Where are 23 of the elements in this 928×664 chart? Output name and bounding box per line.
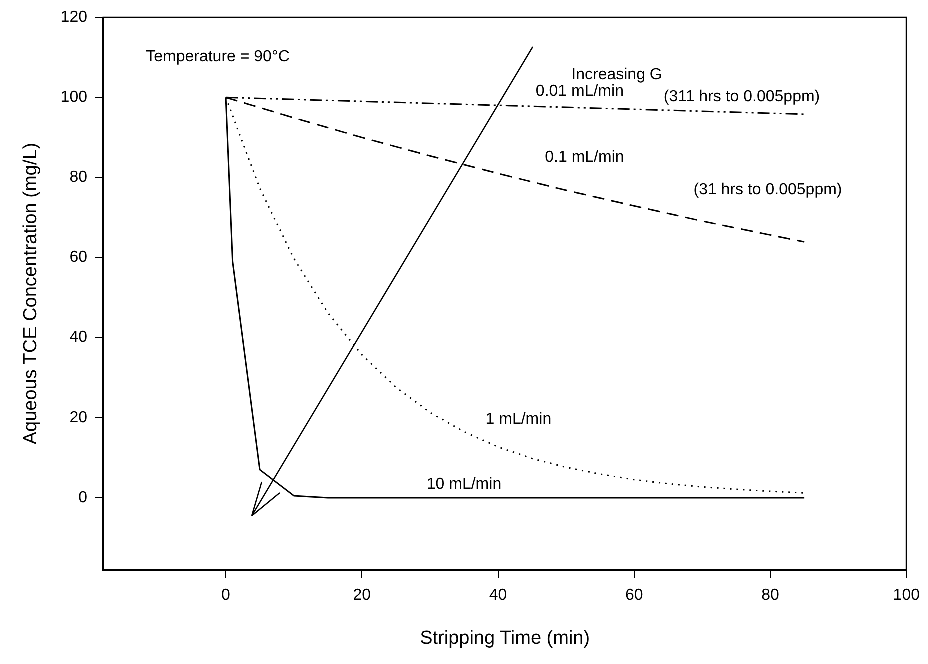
annotation: Increasing G (572, 66, 662, 84)
annotation: Temperature = 90°C (146, 48, 290, 66)
x-tick-label: 100 (893, 587, 920, 604)
annotation: (311 hrs to 0.005ppm) (664, 88, 820, 106)
y-tick-label: 20 (70, 409, 88, 426)
series-label: 1 mL/min (486, 410, 552, 428)
x-tick-label: 40 (489, 587, 508, 604)
annotation: (31 hrs to 0.005ppm) (694, 181, 842, 198)
x-tick-label: 20 (353, 587, 372, 604)
x-tick-label: 60 (625, 587, 644, 604)
y-tick-label: 0 (78, 489, 88, 506)
x-tick-label: 80 (762, 587, 780, 604)
y-tick-label: 40 (70, 329, 88, 346)
x-tick-label: 0 (222, 587, 231, 604)
y-axis-title: Aqueous TCE Concentration (mg/L) (20, 142, 42, 445)
series-label: 10 mL/min (426, 476, 502, 494)
y-tick-label: 100 (60, 89, 88, 106)
y-tick-label: 60 (70, 249, 88, 266)
y-tick-label: 120 (60, 9, 88, 26)
series-label: 0.01 mL/min (536, 83, 624, 100)
x-axis-title: Stripping Time (min) (420, 628, 590, 649)
series-label: 0.1 mL/min (545, 149, 624, 166)
y-tick-label: 80 (70, 169, 88, 186)
